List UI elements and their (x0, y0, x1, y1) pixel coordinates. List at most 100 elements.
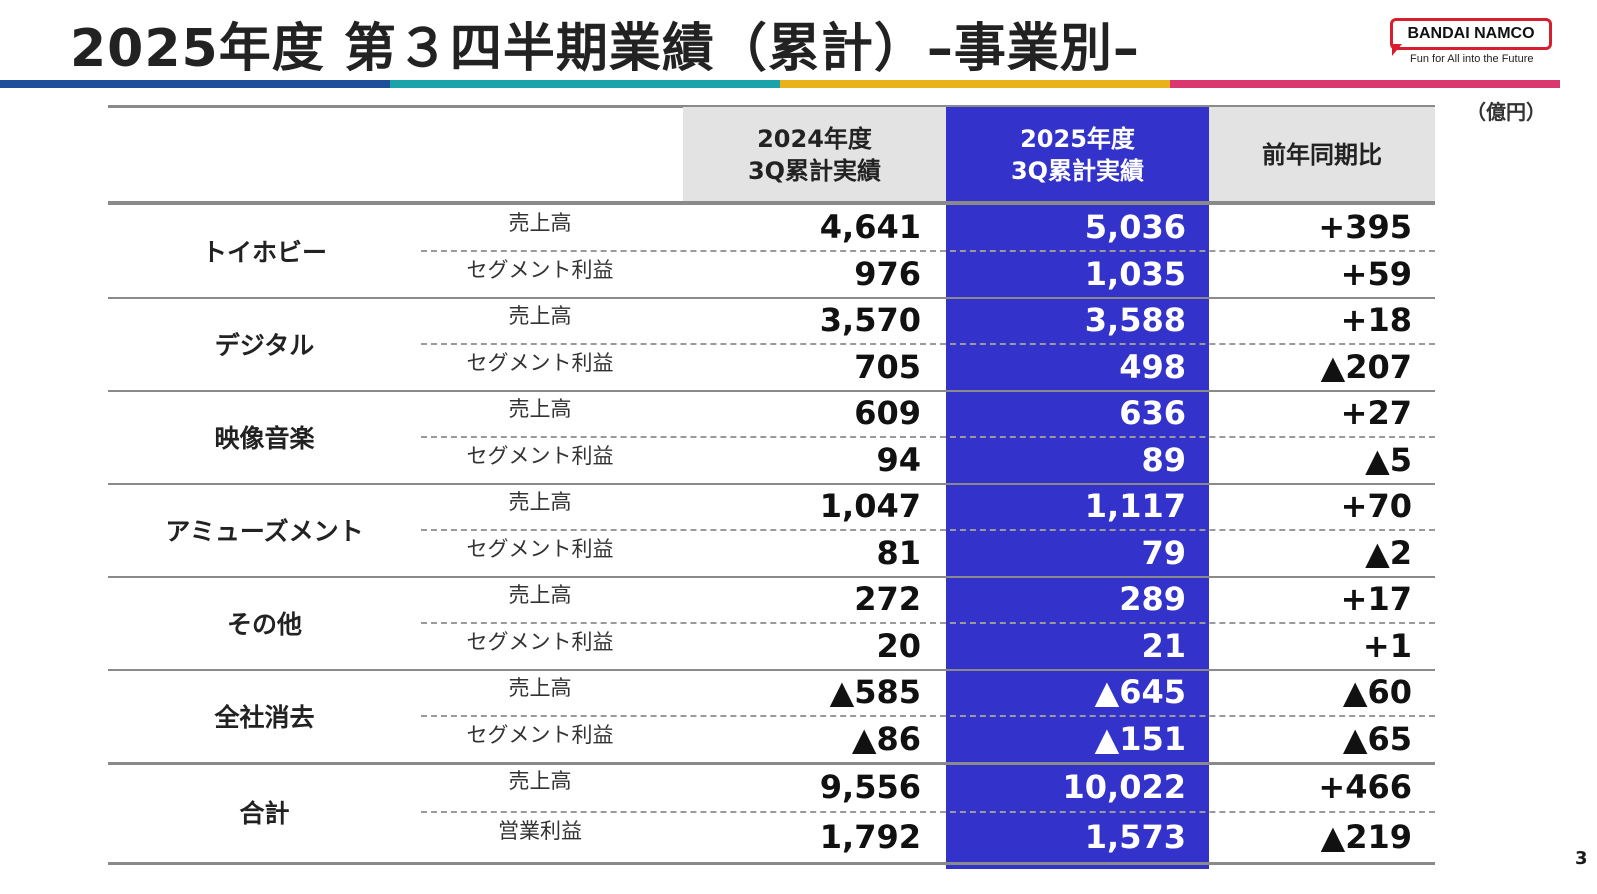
value-prev-year: 272 (854, 580, 921, 618)
stripe-yellow (780, 80, 1170, 88)
row-divider-dashed (421, 343, 1435, 345)
value-current-year: 10,022 (1062, 768, 1186, 806)
value-yoy-change: +466 (1318, 768, 1412, 806)
header-prev-line1: 2024年度 (757, 125, 872, 154)
header-prev-year: 2024年度 3Q累計実績 (683, 107, 946, 204)
brand-tagline: Fun for All into the Future (1410, 53, 1534, 65)
row-divider-dashed (421, 529, 1435, 531)
value-current-year: 89 (1141, 441, 1186, 479)
segment-name: トイホビー (201, 237, 327, 267)
segment-name: 映像音楽 (214, 423, 315, 453)
segment-name: デジタル (214, 330, 315, 360)
header-prev-line2: 3Q累計実績 (747, 156, 882, 185)
value-yoy-change: +70 (1340, 487, 1412, 525)
value-prev-year: 976 (854, 255, 921, 293)
row-label: 売上高 (508, 490, 572, 514)
stripe-teal (390, 80, 780, 88)
table-top-border (108, 105, 1435, 108)
logo-tail-shape (1392, 44, 1402, 56)
row-label: セグメント利益 (466, 351, 614, 375)
value-current-year: 3,588 (1084, 301, 1186, 339)
value-yoy-change: ▲60 (1342, 673, 1412, 711)
value-yoy-change: ▲65 (1342, 720, 1412, 758)
value-yoy-change: +1 (1362, 627, 1412, 665)
value-yoy-change: +27 (1340, 394, 1412, 432)
value-yoy-change: +395 (1318, 208, 1412, 246)
header-bottom-border (108, 201, 1435, 205)
segment-divider (108, 576, 1435, 578)
row-divider-dashed (421, 622, 1435, 624)
row-divider-dashed (421, 715, 1435, 717)
row-label: 売上高 (508, 583, 572, 607)
row-label: 売上高 (508, 211, 572, 235)
brand-logo-text: BANDAI NAMCO (1407, 25, 1535, 42)
value-prev-year: 4,641 (819, 208, 921, 246)
stripe-pink (1170, 80, 1560, 88)
value-current-year: 636 (1119, 394, 1186, 432)
table-bottom-border (108, 862, 1435, 865)
value-current-year: 21 (1141, 627, 1186, 665)
value-yoy-change: ▲2 (1365, 534, 1412, 572)
value-current-year: ▲645 (1094, 673, 1186, 711)
value-prev-year: ▲585 (829, 673, 921, 711)
row-label: 営業利益 (498, 819, 582, 843)
color-stripe (0, 80, 1560, 88)
segment-name: 合計 (239, 799, 290, 828)
value-prev-year: 20 (876, 627, 921, 665)
value-yoy-change: +59 (1340, 255, 1412, 293)
value-prev-year: 94 (876, 441, 921, 479)
header-yoy: 前年同期比 (1209, 107, 1435, 204)
row-label: 売上高 (508, 769, 572, 793)
segment-results-table: 2024年度 3Q累計実績 2025年度 3Q累計実績 前年同期比 トイホビー 売上高… (108, 105, 1435, 875)
page-number: 3 (1575, 848, 1588, 869)
header-cur-line2: 3Q累計実績 (1010, 156, 1145, 185)
value-current-year: 1,035 (1084, 255, 1186, 293)
row-label: 売上高 (508, 304, 572, 328)
row-label: 売上高 (508, 397, 572, 421)
segment-divider (108, 390, 1435, 392)
segment-name: その他 (226, 609, 302, 639)
segment-divider (108, 297, 1435, 299)
segment-name: 全社消去 (214, 702, 315, 732)
stripe-blue (0, 80, 390, 88)
header-diff-label: 前年同期比 (1262, 140, 1382, 169)
value-current-year: 498 (1119, 348, 1186, 386)
row-divider-dashed (421, 811, 1435, 813)
row-label: セグメント利益 (466, 723, 614, 747)
value-prev-year: 609 (854, 394, 921, 432)
value-current-year: 5,036 (1084, 208, 1186, 246)
value-current-year: 289 (1119, 580, 1186, 618)
row-label: セグメント利益 (466, 444, 614, 468)
row-label: セグメント利益 (466, 258, 614, 282)
value-yoy-change: +18 (1340, 301, 1412, 339)
segment-name: アミューズメント (165, 516, 364, 546)
unit-label: （億円） (1466, 100, 1546, 124)
value-yoy-change: ▲207 (1320, 348, 1412, 386)
row-divider-dashed (421, 250, 1435, 252)
value-current-year: 1,117 (1084, 487, 1186, 525)
header-current-year: 2025年度 3Q累計実績 (946, 107, 1209, 204)
row-label: セグメント利益 (466, 630, 614, 654)
row-label: 売上高 (508, 676, 572, 700)
page-title: 2025年度 第３四半期業績（累計）–事業別– (70, 19, 1140, 79)
row-divider-dashed (421, 436, 1435, 438)
brand-logo: BANDAI NAMCO (1390, 18, 1552, 50)
segment-divider (108, 483, 1435, 485)
value-prev-year: 81 (876, 534, 921, 572)
header-cur-line1: 2025年度 (1020, 125, 1135, 154)
value-current-year: ▲151 (1094, 720, 1186, 758)
value-prev-year: 9,556 (819, 768, 921, 806)
value-prev-year: 3,570 (819, 301, 921, 339)
value-prev-year: 705 (854, 348, 921, 386)
current-year-highlight-column (946, 204, 1209, 869)
value-prev-year: 1,792 (819, 818, 921, 856)
value-current-year: 79 (1141, 534, 1186, 572)
value-prev-year: ▲86 (851, 720, 921, 758)
segment-divider (108, 762, 1435, 765)
value-yoy-change: ▲219 (1320, 818, 1412, 856)
value-prev-year: 1,047 (819, 487, 921, 525)
value-yoy-change: ▲5 (1365, 441, 1412, 479)
segment-divider (108, 669, 1435, 671)
value-current-year: 1,573 (1084, 818, 1186, 856)
value-yoy-change: +17 (1340, 580, 1412, 618)
